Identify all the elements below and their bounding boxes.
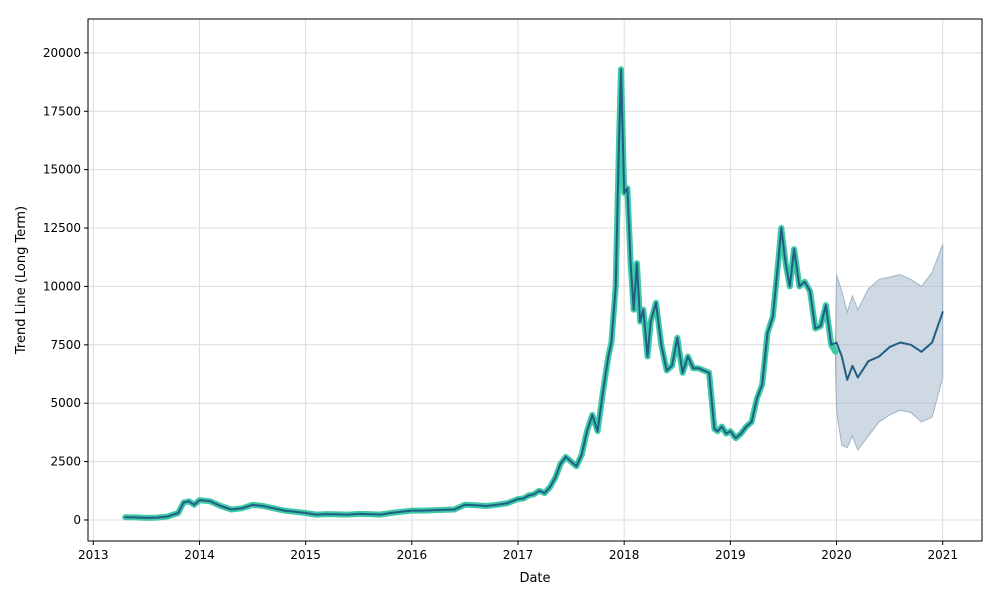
y-tick-label: 0 bbox=[73, 513, 81, 527]
x-tick-label: 2013 bbox=[78, 548, 109, 562]
x-axis-ticks: 2013 2014 2015 2016 2017 2018 2019 2020 2021 bbox=[78, 541, 958, 562]
y-tick-label: 2500 bbox=[50, 455, 81, 469]
actual-price-line bbox=[122, 66, 839, 521]
x-tick-label: 2015 bbox=[290, 548, 321, 562]
y-tick-label: 12500 bbox=[43, 221, 81, 235]
x-tick-label: 2019 bbox=[715, 548, 746, 562]
x-tick-label: 2014 bbox=[184, 548, 215, 562]
x-tick-label: 2016 bbox=[397, 548, 428, 562]
series-layer bbox=[122, 66, 944, 521]
x-tick-label: 2017 bbox=[503, 548, 534, 562]
y-tick-label: 10000 bbox=[43, 279, 81, 293]
y-axis-label: Trend Line (Long Term) bbox=[14, 206, 29, 355]
x-axis-label: Date bbox=[519, 571, 550, 586]
axes-frame bbox=[87, 18, 983, 542]
y-tick-label: 5000 bbox=[50, 396, 81, 410]
y-tick-label: 15000 bbox=[43, 163, 81, 177]
y-axis-ticks: 0 2500 5000 7500 10000 12500 15000 17500 20000 bbox=[43, 46, 88, 527]
x-tick-label: 2018 bbox=[609, 548, 640, 562]
x-tick-label: 2021 bbox=[927, 548, 958, 562]
x-tick-label: 2020 bbox=[821, 548, 852, 562]
y-tick-label: 17500 bbox=[43, 104, 81, 118]
grid-layer bbox=[88, 19, 982, 541]
trend-line bbox=[124, 68, 944, 519]
y-tick-label: 7500 bbox=[50, 338, 81, 352]
y-tick-label: 20000 bbox=[43, 46, 81, 60]
